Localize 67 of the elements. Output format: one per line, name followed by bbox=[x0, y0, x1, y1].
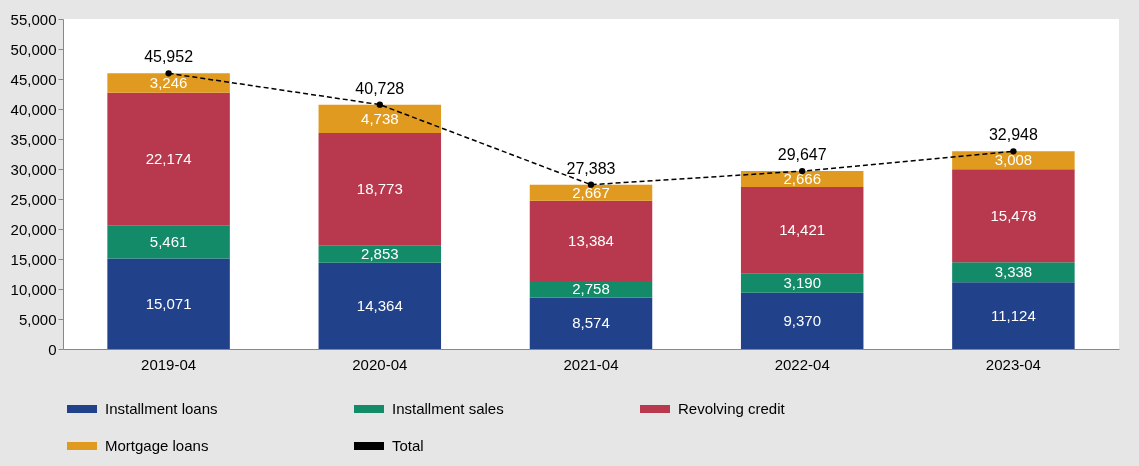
data-label: 18,773 bbox=[356, 180, 403, 198]
bar bbox=[529, 281, 653, 298]
bar bbox=[318, 133, 442, 246]
data-label: 15,478 bbox=[990, 206, 1037, 224]
data-label: 29,647 bbox=[777, 146, 827, 164]
y-tick-label: 40,000 bbox=[10, 100, 57, 118]
legend-label: Total bbox=[392, 437, 424, 454]
point bbox=[1010, 148, 1017, 155]
bar bbox=[529, 297, 653, 349]
bar bbox=[740, 273, 864, 293]
y-tick-label: 25,000 bbox=[10, 190, 57, 208]
data-label: 3,246 bbox=[149, 74, 188, 92]
y-tick-label: 5,000 bbox=[18, 310, 57, 328]
data-label: 14,364 bbox=[356, 296, 403, 314]
bar bbox=[952, 169, 1075, 263]
y-tick-label: 10,000 bbox=[10, 280, 57, 298]
y-tick-label: 30,000 bbox=[10, 160, 57, 178]
x-tick-label: 2019-04 bbox=[141, 355, 197, 373]
legend-label: Mortgage loans bbox=[105, 437, 209, 454]
data-label: 5,461 bbox=[149, 233, 188, 251]
bar bbox=[107, 73, 230, 93]
data-label: 22,174 bbox=[145, 150, 192, 168]
y-tick-label: 35,000 bbox=[10, 130, 57, 148]
data-label: 40,728 bbox=[355, 79, 405, 97]
bar bbox=[740, 187, 864, 274]
bar bbox=[107, 258, 230, 349]
x-tick-label: 2023-04 bbox=[985, 355, 1041, 373]
bar bbox=[952, 282, 1075, 349]
y-tick-label: 55,000 bbox=[10, 10, 57, 28]
data-label: 8,574 bbox=[572, 314, 610, 332]
bar bbox=[107, 92, 230, 226]
data-label: 14,421 bbox=[779, 221, 826, 239]
data-label: 3,008 bbox=[994, 151, 1033, 169]
data-label: 32,948 bbox=[988, 126, 1038, 144]
data-label: 45,952 bbox=[144, 48, 194, 66]
y-tick-label: 20,000 bbox=[10, 220, 57, 238]
data-label: 2,853 bbox=[361, 245, 399, 263]
legend-label: Installment loans bbox=[105, 400, 218, 417]
y-tick-label: 45,000 bbox=[10, 70, 57, 88]
y-tick-label: 0 bbox=[48, 340, 57, 358]
x-tick-label: 2020-04 bbox=[352, 355, 408, 373]
data-label: 3,190 bbox=[783, 274, 821, 292]
data-label: 27,383 bbox=[566, 159, 616, 177]
legend-label: Revolving credit bbox=[678, 400, 786, 417]
data-label: 3,338 bbox=[994, 263, 1033, 281]
point bbox=[376, 101, 383, 108]
y-tick-label: 50,000 bbox=[10, 40, 57, 58]
y-tick-label: 15,000 bbox=[10, 250, 57, 268]
data-label: 2,758 bbox=[572, 280, 610, 298]
bar bbox=[318, 104, 442, 134]
x-tick-label: 2022-04 bbox=[774, 355, 830, 373]
data-label: 2,667 bbox=[572, 183, 610, 201]
data-label: 13,384 bbox=[568, 231, 614, 249]
data-label: 11,124 bbox=[991, 306, 1036, 324]
bar bbox=[318, 262, 442, 349]
bar bbox=[952, 262, 1075, 283]
bar bbox=[740, 292, 864, 349]
legend-label: Installment sales bbox=[392, 400, 504, 417]
data-label: 15,071 bbox=[145, 294, 192, 312]
bar bbox=[107, 225, 230, 259]
bar bbox=[529, 200, 653, 282]
data-label: 9,370 bbox=[783, 311, 821, 329]
data-label: 4,738 bbox=[361, 109, 399, 127]
point bbox=[587, 181, 595, 188]
data-label: 2,666 bbox=[783, 170, 821, 188]
point bbox=[165, 70, 172, 77]
x-tick-label: 2021-04 bbox=[563, 355, 619, 373]
